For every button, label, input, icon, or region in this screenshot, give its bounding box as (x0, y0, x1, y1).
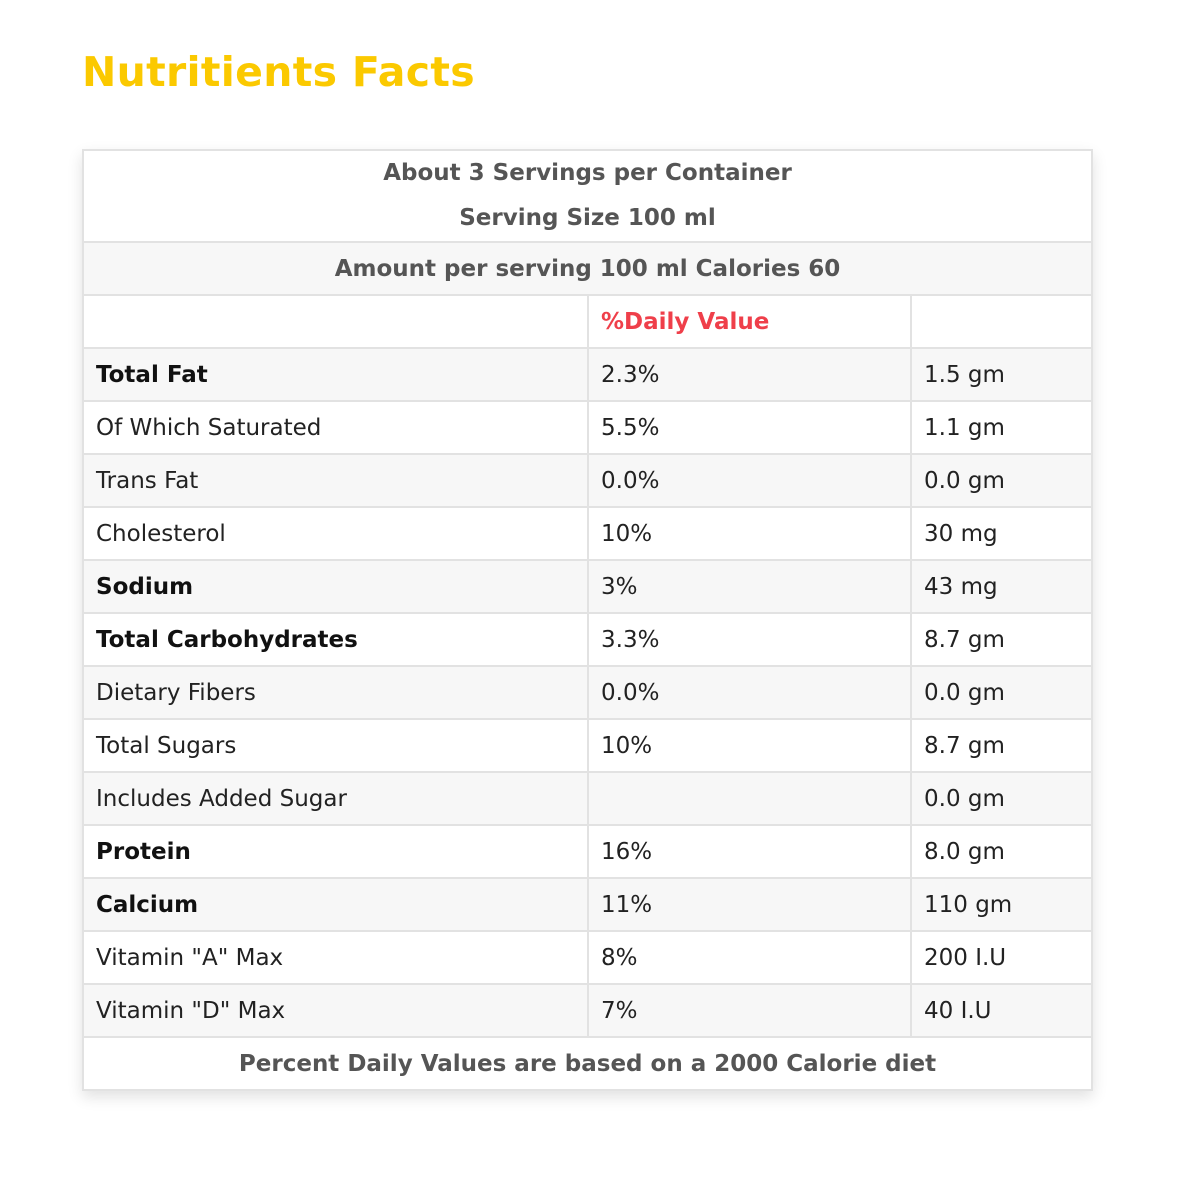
nutrient-name: Total Carbohydrates (82, 612, 589, 667)
nutrient-row: Of Which Saturated 5.5% 1.1 gm (82, 400, 1094, 455)
amount-per-serving: Amount per serving 100 ml Calories 60 (81, 241, 1094, 296)
daily-value-header-row: %Daily Value (82, 294, 1094, 349)
serving-info-row: About 3 Servings per Container Serving S… (81, 149, 1094, 243)
nutrient-daily-value: 7% (587, 983, 912, 1038)
nutrient-daily-value (587, 771, 912, 826)
nutrient-amount: 43 mg (909, 559, 1094, 614)
nutrient-daily-value: 11% (587, 877, 912, 932)
nutrient-daily-value: 3% (587, 559, 912, 614)
nutrient-row: Cholesterol 10% 30 mg (82, 506, 1094, 561)
nutrient-daily-value: 2.3% (587, 347, 912, 402)
nutrient-daily-value: 0.0% (587, 453, 912, 508)
nutrient-row: Includes Added Sugar 0.0 gm (82, 771, 1094, 826)
nutrient-amount: 0.0 gm (909, 453, 1094, 508)
nutrient-row: Dietary Fibers 0.0% 0.0 gm (82, 665, 1094, 720)
nutrient-name: Total Sugars (82, 718, 589, 773)
nutrient-daily-value: 10% (587, 718, 912, 773)
nutrient-name: Cholesterol (82, 506, 589, 561)
page-title: Nutritients Facts (82, 48, 475, 96)
serving-size: Serving Size 100 ml (459, 205, 716, 231)
nutrient-row: Trans Fat 0.0% 0.0 gm (82, 453, 1094, 508)
nutrient-name: Dietary Fibers (82, 665, 589, 720)
nutrient-amount: 0.0 gm (909, 665, 1094, 720)
nutrient-daily-value: 0.0% (587, 665, 912, 720)
nutrient-name: Calcium (82, 877, 589, 932)
nutrient-row: Sodium 3% 43 mg (82, 559, 1094, 614)
header-empty-cell (82, 294, 589, 349)
nutrient-name: Vitamin "A" Max (82, 930, 589, 985)
nutrient-amount: 8.7 gm (909, 612, 1094, 667)
nutrient-amount: 8.7 gm (909, 718, 1094, 773)
servings-per-container: About 3 Servings per Container (383, 160, 792, 186)
nutrient-daily-value: 10% (587, 506, 912, 561)
nutrient-name: Trans Fat (82, 453, 589, 508)
nutrient-amount: 30 mg (909, 506, 1094, 561)
nutrient-daily-value: 8% (587, 930, 912, 985)
nutrient-amount: 1.5 gm (909, 347, 1094, 402)
nutrient-row: Vitamin "A" Max 8% 200 I.U (82, 930, 1094, 985)
nutrient-name: Protein (82, 824, 589, 879)
nutrient-amount: 1.1 gm (909, 400, 1094, 455)
nutrient-daily-value: 3.3% (587, 612, 912, 667)
nutrient-row: Total Sugars 10% 8.7 gm (82, 718, 1094, 773)
nutrient-row: Calcium 11% 110 gm (82, 877, 1094, 932)
serving-info-cell: About 3 Servings per Container Serving S… (81, 149, 1094, 243)
nutrient-amount: 40 I.U (909, 983, 1094, 1038)
nutrition-facts-card: About 3 Servings per Container Serving S… (81, 149, 1094, 1091)
nutrient-amount: 8.0 gm (909, 824, 1094, 879)
daily-value-label: %Daily Value (587, 294, 912, 349)
nutrient-amount: 200 I.U (909, 930, 1094, 985)
footer-row: Percent Daily Values are based on a 2000… (81, 1036, 1094, 1091)
header-empty-cell (909, 294, 1094, 349)
nutrient-name: Includes Added Sugar (82, 771, 589, 826)
nutrient-amount: 0.0 gm (909, 771, 1094, 826)
nutrient-name: Sodium (82, 559, 589, 614)
nutrient-daily-value: 5.5% (587, 400, 912, 455)
nutrient-row: Vitamin "D" Max 7% 40 I.U (82, 983, 1094, 1038)
nutrient-row: Total Fat 2.3% 1.5 gm (82, 347, 1094, 402)
nutrient-name: Vitamin "D" Max (82, 983, 589, 1038)
footer-note: Percent Daily Values are based on a 2000… (81, 1036, 1094, 1091)
nutrition-table: About 3 Servings per Container Serving S… (81, 149, 1094, 1091)
nutrient-name: Of Which Saturated (82, 400, 589, 455)
nutrient-name: Total Fat (82, 347, 589, 402)
nutrient-amount: 110 gm (909, 877, 1094, 932)
amount-per-serving-row: Amount per serving 100 ml Calories 60 (81, 241, 1094, 296)
nutrient-row: Protein 16% 8.0 gm (82, 824, 1094, 879)
nutrient-row: Total Carbohydrates 3.3% 8.7 gm (82, 612, 1094, 667)
nutrient-daily-value: 16% (587, 824, 912, 879)
